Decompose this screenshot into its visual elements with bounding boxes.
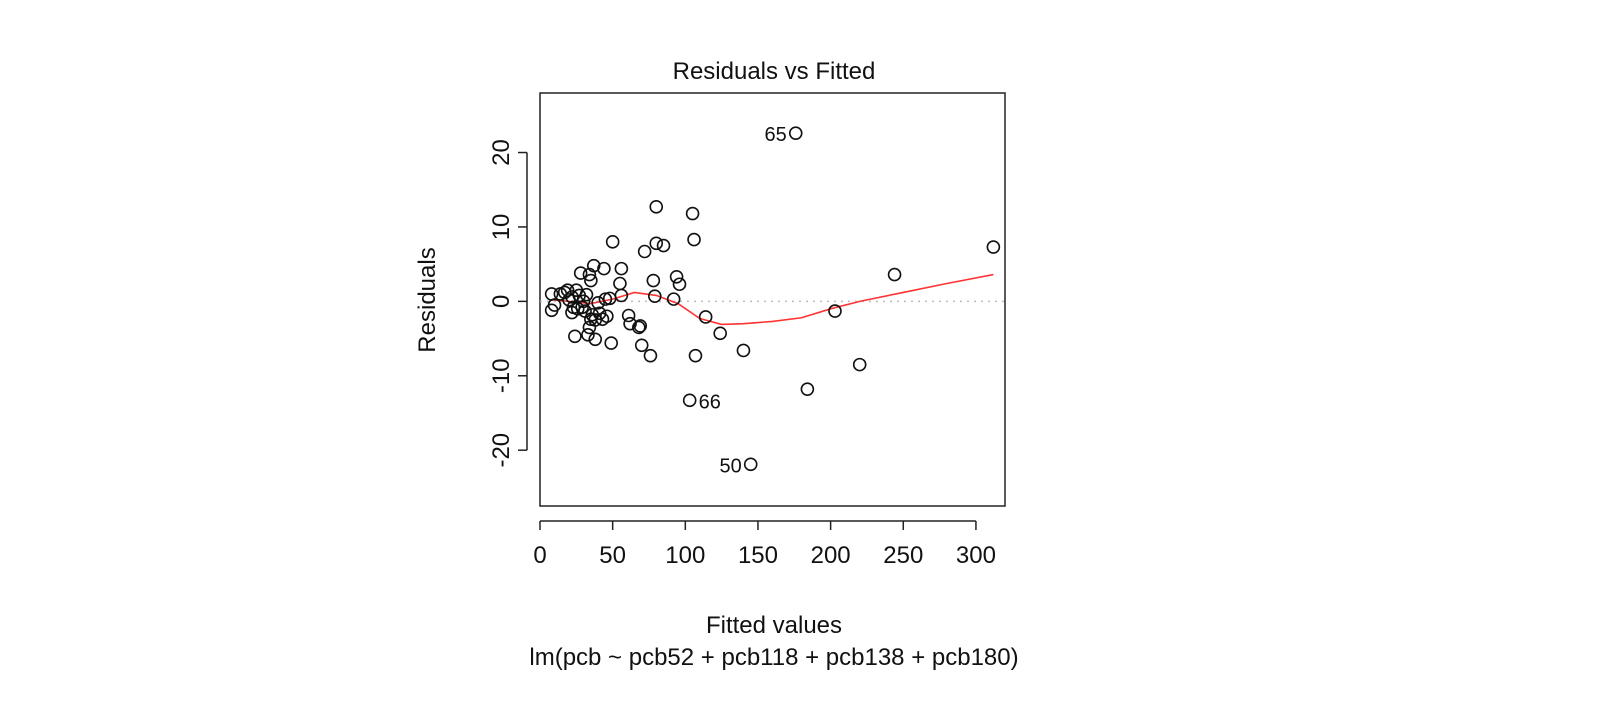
y-axis-label: Residuals [414, 247, 441, 352]
data-point [600, 309, 614, 324]
data-point [646, 273, 661, 288]
data-point [565, 290, 579, 304]
data-point [647, 289, 662, 303]
data-point [649, 236, 664, 251]
x-tick-label: 300 [956, 542, 996, 569]
y-tick-label: 10 [488, 214, 515, 241]
chart-title: Residuals vs Fitted [673, 58, 876, 85]
data-point [605, 235, 620, 249]
x-tick-label: 150 [738, 542, 778, 569]
data-point [591, 296, 605, 310]
x-tick-label: 0 [533, 542, 546, 569]
data-point [621, 308, 636, 323]
data-point [576, 294, 591, 309]
data-point [736, 343, 751, 358]
y-tick-label: 20 [488, 139, 515, 166]
data-point [887, 267, 902, 282]
data-point [575, 300, 589, 315]
data-point [698, 310, 713, 324]
data-point [688, 348, 703, 363]
data-point [687, 232, 701, 247]
data-point [656, 238, 671, 253]
data-point [672, 277, 687, 292]
data-point [633, 319, 648, 333]
data-point [581, 328, 595, 342]
data-point [743, 457, 758, 472]
data-point [579, 287, 594, 302]
residual-points [544, 126, 1001, 472]
x-tick-label: 250 [883, 542, 923, 569]
data-point [547, 298, 562, 312]
point-label: 65 [765, 124, 787, 146]
y-tick-label: -10 [488, 358, 515, 393]
model-subtitle: lm(pcb ~ pcb52 + pcb118 + pcb138 + pcb18… [529, 644, 1018, 671]
outlier-labels: 65 66 50 [699, 124, 787, 477]
data-point [788, 126, 803, 140]
data-point [634, 338, 649, 353]
data-point [852, 357, 867, 372]
data-point [669, 270, 684, 284]
data-point [666, 292, 681, 306]
data-point [584, 273, 598, 288]
data-point [800, 382, 815, 396]
data-point [613, 276, 627, 291]
plot-frame [539, 92, 1006, 507]
data-point [713, 326, 727, 341]
lowess-smoother-line [551, 273, 994, 326]
data-point [637, 244, 652, 259]
data-point [598, 292, 613, 306]
x-tick-label: 50 [599, 542, 626, 569]
x-axis: 0 50 100 150 200 250 300 [533, 520, 996, 569]
data-point [623, 316, 637, 331]
y-tick-label: -20 [488, 433, 515, 468]
point-label: 66 [699, 391, 721, 413]
data-point [588, 332, 603, 347]
data-point [614, 261, 629, 276]
x-axis-label: Fitted values [706, 612, 842, 639]
data-point [685, 206, 700, 221]
x-tick-label: 200 [811, 542, 851, 569]
x-tick-label: 100 [665, 542, 705, 569]
data-point [586, 258, 601, 273]
data-point [614, 288, 629, 303]
data-point [560, 283, 575, 297]
data-point [682, 393, 697, 408]
data-point [632, 320, 646, 335]
data-point [828, 304, 842, 318]
data-point [986, 240, 1001, 254]
point-label: 50 [719, 455, 741, 477]
data-point [649, 200, 664, 214]
y-axis: -20 -10 0 10 20 [488, 139, 528, 468]
data-point [604, 336, 619, 350]
data-point [568, 329, 582, 344]
data-point [573, 266, 588, 280]
data-point [597, 261, 611, 276]
data-point [643, 348, 658, 363]
y-tick-label: 0 [488, 295, 515, 308]
